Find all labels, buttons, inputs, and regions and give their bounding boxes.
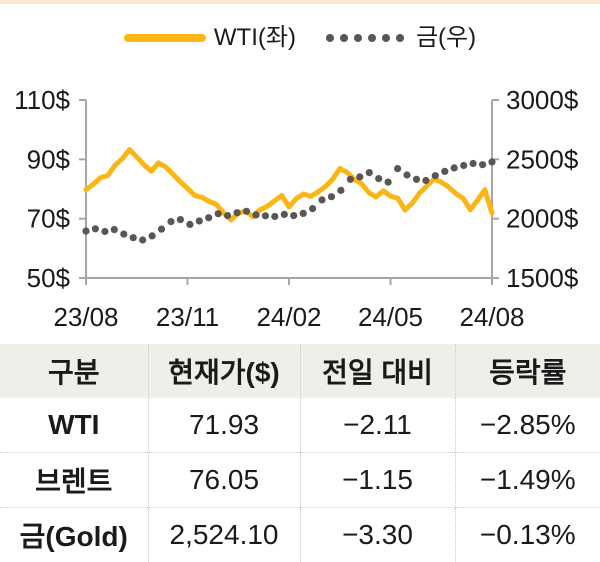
svg-text:70$: 70$ (27, 204, 71, 234)
svg-text:2000$: 2000$ (506, 204, 579, 234)
gold-change-rate: −0.13% (455, 508, 600, 562)
column-header-current-price: 현재가($) (148, 344, 300, 398)
svg-text:24/05: 24/05 (358, 302, 423, 332)
gold-price-dots (82, 158, 495, 243)
svg-text:50$: 50$ (27, 263, 71, 293)
brent-change-rate: −1.49% (455, 453, 600, 508)
svg-text:90$: 90$ (27, 144, 71, 174)
gold-day-change: −3.30 (300, 508, 455, 562)
svg-text:23/11: 23/11 (156, 302, 219, 332)
right-axis-labels: 3000$ 2500$ 2000$ 1500$ (492, 85, 579, 293)
table-header-row: 구분 현재가($) 전일 대비 등락률 (0, 344, 600, 398)
svg-text:23/08: 23/08 (53, 302, 118, 332)
svg-text:110$: 110$ (14, 85, 70, 115)
chart-legend: WTI(좌) 금(우) (0, 26, 600, 50)
legend-label-wti: WTI(좌) (214, 26, 296, 50)
x-axis-labels: 23/08 23/11 24/02 24/05 24/08 (53, 278, 524, 332)
legend-label-gold: 금(우) (416, 26, 476, 50)
wti-current-price: 71.93 (148, 398, 300, 453)
row-label-gold: 금(Gold) (0, 508, 148, 562)
legend-item-wti: WTI(좌) (124, 26, 296, 50)
wti-line-swatch (124, 34, 206, 42)
brent-current-price: 76.05 (148, 453, 300, 508)
column-header-change-rate: 등락률 (455, 344, 600, 398)
wti-price-line (86, 150, 492, 220)
column-header-day-change: 전일 대비 (300, 344, 455, 398)
table-row-gold: 금(Gold) 2,524.10 −3.30 −0.13% (0, 508, 600, 562)
column-header-category: 구분 (0, 344, 148, 398)
svg-text:3000$: 3000$ (506, 85, 579, 115)
top-accent-band (0, 0, 600, 4)
gold-dots-swatch (326, 34, 404, 42)
row-label-wti: WTI (0, 398, 148, 453)
legend-item-gold: 금(우) (326, 26, 476, 50)
chart-axes (86, 100, 492, 278)
svg-text:2500$: 2500$ (506, 144, 579, 174)
table-row-brent: 브렌트 76.05 −1.15 −1.49% (0, 453, 600, 508)
svg-text:24/02: 24/02 (256, 302, 321, 332)
brent-day-change: −1.15 (300, 453, 455, 508)
svg-text:1500$: 1500$ (506, 263, 579, 293)
svg-text:24/08: 24/08 (459, 302, 524, 332)
wti-change-rate: −2.85% (455, 398, 600, 453)
table-row-wti: WTI 71.93 −2.11 −2.85% (0, 398, 600, 453)
gold-current-price: 2,524.10 (148, 508, 300, 562)
wti-day-change: −2.11 (300, 398, 455, 453)
left-axis-labels: 110$ 90$ 70$ 50$ (14, 85, 86, 293)
row-label-brent: 브렌트 (0, 453, 148, 508)
quote-table: 구분 현재가($) 전일 대비 등락률 WTI 71.93 −2.11 −2.8… (0, 344, 600, 562)
